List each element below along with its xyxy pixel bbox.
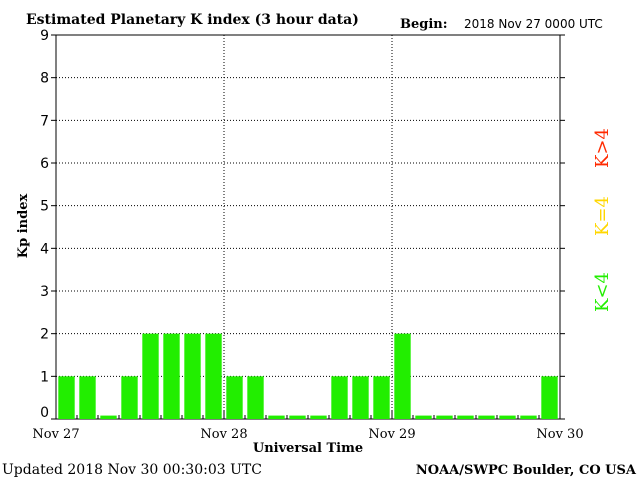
kp-bar-23 <box>541 376 558 419</box>
legend-k-eq-4: K=4 <box>592 196 613 236</box>
kp-bar-14 <box>352 376 369 419</box>
kp-bar-15 <box>373 376 390 419</box>
kp-bar-1 <box>79 376 96 419</box>
y-tick-label-3: 3 <box>40 284 49 300</box>
kp-bar-0 <box>58 376 75 419</box>
kp-bar-8 <box>226 376 243 419</box>
y-tick-label-1: 1 <box>40 369 49 385</box>
y-tick-label-0: 0 <box>40 405 49 421</box>
y-tick-label-6: 6 <box>40 156 49 172</box>
updated-timestamp: Updated 2018 Nov 30 00:30:03 UTC <box>2 462 262 478</box>
x-tick-label-0: Nov 27 <box>32 427 79 442</box>
x-axis-ticks: Nov 27 Nov 28 Nov 29 Nov 30 <box>32 411 584 442</box>
y-axis-label: Kp index <box>16 194 31 259</box>
x-axis-label: Universal Time <box>253 441 363 456</box>
x-tick-label-1: Nov 28 <box>200 427 247 442</box>
kp-bar-11 <box>289 415 306 419</box>
kp-bar-6 <box>184 333 201 419</box>
y-tick-label-5: 5 <box>40 199 49 215</box>
kp-bar-9 <box>247 376 264 419</box>
chart-title: Estimated Planetary K index (3 hour data… <box>26 12 359 28</box>
x-tick-label-2: Nov 29 <box>368 427 415 442</box>
kp-bar-13 <box>331 376 348 419</box>
kp-bar-19 <box>457 415 474 419</box>
y-tick-label-4: 4 <box>40 241 49 257</box>
kp-bar-12 <box>310 415 327 419</box>
kp-bar-7 <box>205 333 222 419</box>
y-tick-label-9: 9 <box>40 28 49 44</box>
legend-k-lt-4: K<4 <box>592 272 613 312</box>
y-tick-label-7: 7 <box>40 113 49 129</box>
kp-bar-22 <box>520 415 537 419</box>
y-tick-label-2: 2 <box>40 327 49 343</box>
kp-bar-2 <box>100 415 117 419</box>
y-tick-label-8: 8 <box>40 71 49 87</box>
kp-bar-4 <box>142 333 159 419</box>
grid-lines <box>56 35 560 419</box>
kp-bar-20 <box>478 415 495 419</box>
x-tick-label-3: Nov 30 <box>536 427 583 442</box>
plot-frame <box>55 34 561 420</box>
y-axis-ticks: 0 1 2 3 4 5 6 7 8 9 <box>40 28 565 421</box>
kp-bar-21 <box>499 415 516 419</box>
begin-label: Begin: <box>400 17 448 32</box>
kp-bar-18 <box>436 415 453 419</box>
kp-bar-10 <box>268 415 285 419</box>
kp-bar-5 <box>163 333 180 419</box>
kp-bar-16 <box>394 333 411 419</box>
bars <box>58 333 558 419</box>
legend-k-gt-4: K>4 <box>592 128 613 168</box>
kp-bar-17 <box>415 415 432 419</box>
credit-text: NOAA/SWPC Boulder, CO USA <box>416 463 637 478</box>
begin-value: 2018 Nov 27 0000 UTC <box>464 17 603 31</box>
kp-bar-3 <box>121 376 138 419</box>
